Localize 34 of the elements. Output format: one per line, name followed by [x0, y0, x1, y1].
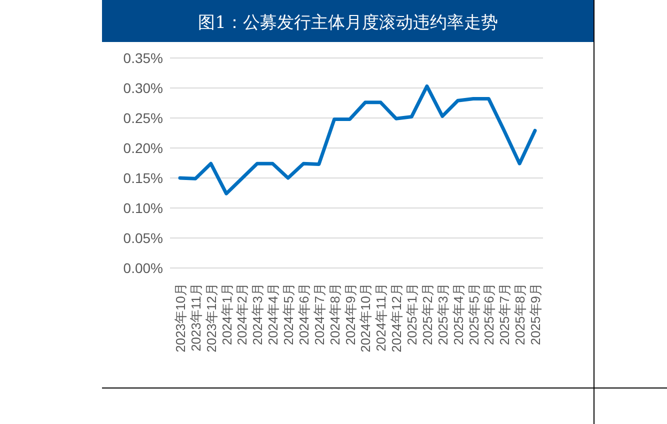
y-tick-label: 0.15% [123, 170, 163, 186]
x-tick-label: 2025年1月 [404, 283, 420, 346]
x-tick-label: 2024年12月 [389, 283, 404, 352]
x-tick-label: 2024年10月 [358, 283, 374, 352]
x-tick-label: 2025年7月 [497, 283, 512, 346]
x-tick-label: 2025年2月 [420, 283, 435, 346]
y-tick-label: 0.30% [123, 80, 163, 96]
y-tick-label: 0.20% [123, 140, 163, 156]
x-tick-label: 2024年3月 [250, 283, 266, 346]
x-tick-label: 2025年5月 [466, 283, 482, 346]
x-tick-label: 2025年8月 [512, 283, 528, 346]
x-tick-label: 2025年3月 [435, 283, 450, 346]
x-tick-label: 2023年11月 [188, 283, 204, 352]
x-tick-label: 2024年7月 [312, 283, 327, 346]
x-tick-label: 2024年11月 [374, 283, 389, 352]
y-tick-label: 0.05% [123, 230, 163, 246]
x-tick-label: 2024年5月 [281, 283, 296, 346]
y-tick-label: 0.10% [123, 200, 163, 216]
x-tick-label: 2025年6月 [482, 283, 497, 346]
x-tick-label: 2024年2月 [234, 283, 250, 346]
chart-title: 图1：公募发行主体月度滚动违约率走势 [198, 13, 498, 33]
x-tick-label: 2025年4月 [450, 283, 466, 346]
x-tick-label: 2023年12月 [204, 283, 219, 352]
x-tick-label: 2024年9月 [342, 283, 358, 346]
x-tick-label: 2024年4月 [266, 283, 281, 346]
line-series [178, 84, 537, 196]
y-tick-label: 0.00% [123, 260, 163, 276]
x-tick-label: 2024年6月 [296, 283, 312, 346]
y-tick-label: 0.35% [123, 50, 163, 66]
x-tick-label: 2024年8月 [327, 283, 342, 346]
x-tick-label: 2025年9月 [528, 283, 543, 346]
x-tick-label: 2024年1月 [219, 283, 234, 346]
x-tick-label: 2023年10月 [173, 283, 188, 352]
y-tick-label: 0.25% [123, 110, 163, 126]
